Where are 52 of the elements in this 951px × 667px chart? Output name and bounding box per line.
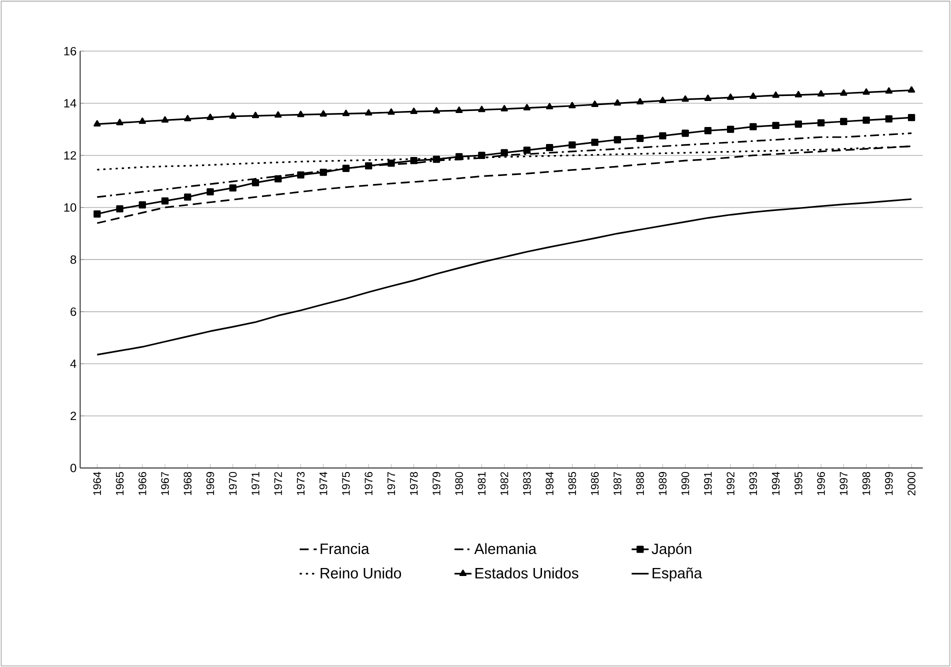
y-tick-label: 8 [70, 255, 76, 264]
y-tick-label: 6 [70, 307, 76, 316]
x-tick-label: 1976 [364, 472, 372, 496]
x-tick-label: 1999 [885, 472, 893, 496]
y-tick-label: 10 [64, 203, 76, 212]
x-tick-label: 1974 [319, 472, 328, 496]
y-tick-label: 16 [64, 46, 76, 56]
x-tick-label: 1989 [658, 472, 667, 496]
x-tick-label: 1987 [614, 472, 622, 496]
x-tick-label: 1964 [93, 472, 102, 496]
x-tick-label: 1990 [681, 472, 690, 496]
x-tick-label: 1978 [410, 472, 418, 496]
x-tick-label: 1970 [229, 472, 237, 496]
x-tick-label: 1977 [387, 472, 396, 496]
x-tick-label: 1986 [590, 472, 599, 496]
x-tick-label: 1971 [252, 472, 260, 496]
x-tick-label: 1984 [546, 472, 554, 496]
x-tick-label: 1985 [568, 472, 576, 496]
x-tick-label: 1982 [500, 472, 508, 496]
x-tick-label: 1981 [478, 472, 486, 496]
y-tick-label: 0 [70, 464, 76, 472]
x-tick-label: 1980 [455, 472, 463, 496]
x-tick-label: 1995 [794, 472, 802, 496]
x-tick-label: 1991 [704, 472, 712, 496]
y-tick-label: 4 [70, 360, 76, 368]
x-tick-label: 1979 [432, 472, 440, 496]
legend-label: España [652, 568, 702, 582]
legend-label: Francia [320, 543, 370, 554]
x-tick-label: 1996 [817, 472, 825, 496]
x-tick-label: 1992 [726, 472, 734, 496]
x-tick-label: 1968 [184, 472, 192, 496]
x-tick-label: 1983 [523, 472, 531, 496]
y-tick-label: 2 [70, 412, 76, 420]
legend-label: Estados Unidos [475, 567, 578, 578]
x-tick-label: 1967 [161, 472, 169, 496]
x-tick-label: 1973 [296, 472, 305, 496]
x-tick-label: 1975 [342, 472, 350, 496]
x-tick-label: 1994 [772, 472, 780, 496]
x-tick-label: 1969 [206, 472, 214, 496]
x-tick-label: 1972 [274, 472, 282, 496]
y-tick-label: 12 [64, 151, 76, 160]
legend-label: Japón [652, 542, 692, 558]
x-tick-label: 1998 [862, 472, 870, 496]
x-tick-label: 1993 [749, 472, 758, 496]
y-tick-label: 14 [64, 99, 76, 108]
x-tick-label: 2000 [908, 472, 916, 496]
x-tick-label: 1965 [116, 472, 124, 496]
x-tick-label: 1966 [138, 472, 146, 496]
legend-label: Alemania [474, 543, 537, 554]
legend-label: Reino Unido [320, 567, 402, 578]
x-tick-label: 1997 [840, 472, 848, 496]
x-tick-label: 1988 [636, 472, 644, 496]
